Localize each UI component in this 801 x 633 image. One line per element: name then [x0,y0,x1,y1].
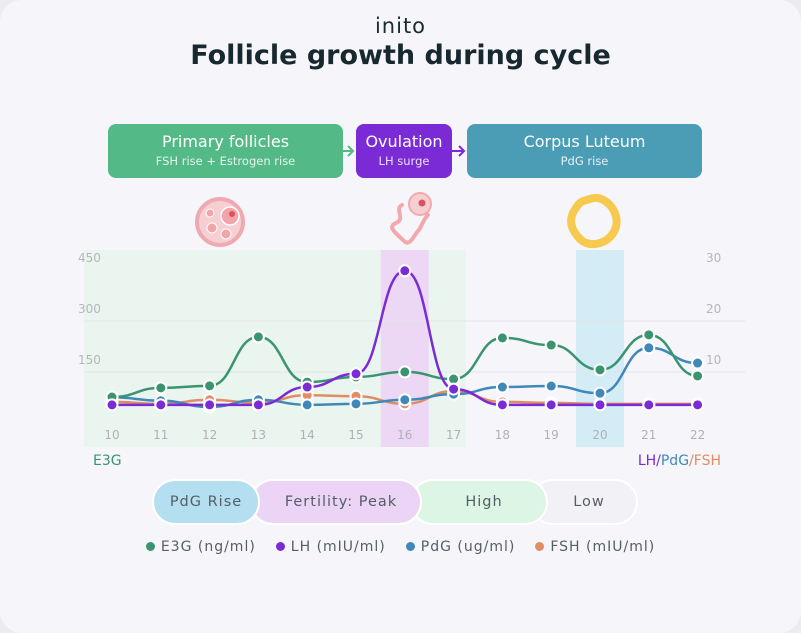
legend-label: E3G (ng/ml) [160,539,256,555]
phase-label: Corpus Luteum [523,132,646,151]
phase-label: Primary follicles [161,132,290,151]
data-point-lh [251,398,265,412]
x-tick-label: 17 [446,428,461,442]
pill-label: Low [573,494,605,510]
data-point-pdg [642,341,656,355]
data-point-e3g [203,379,217,393]
right-tick-label: 10 [706,353,721,367]
phase-primary-follicles: Primary follicles FSH rise + Estrogen ri… [108,124,343,178]
x-tick-label: 10 [104,428,119,442]
fertility-pill-peak: Fertility: Peak [250,479,422,525]
legend-item-lh: LH (mIU/ml) [275,539,386,555]
data-point-lh [105,398,119,412]
legend-item-e3g: E3G (ng/ml) [145,539,256,555]
legend-item-fsh: FSH (mIU/ml) [535,539,655,555]
page-title: Follicle growth during cycle [190,40,611,71]
x-tick-label: 22 [690,428,705,442]
legend-label: FSH (mIU/ml) [550,539,656,555]
data-point-pdg [544,379,558,393]
left-tick-label: 450 [78,251,101,265]
legend-item-pdg: PdG (ug/ml) [405,539,516,555]
right-axis-label: LH/PdG/FSH [638,453,721,469]
ovulation-band [380,250,429,447]
fertility-pill-low: Low [530,479,638,525]
arrow-icon [452,145,466,157]
data-point-e3g [593,363,607,377]
phase-sub: FSH rise + Estrogen rise [155,154,296,168]
x-tick-label: 16 [397,428,412,442]
ovulation-egg-icon [390,192,432,245]
data-point-lh [349,367,363,381]
x-tick-label: 21 [641,428,656,442]
phase-sub: PdG rise [560,154,609,168]
data-point-lh [544,398,558,412]
pill-label: High [465,494,503,510]
data-point-lh [154,398,168,412]
chart: 150 300 450 10 20 30 10 11 12 13 14 15 16 17 18 19 20 21 2… [78,145,745,469]
data-point-pdg [593,386,607,400]
data-point-e3g [398,365,412,379]
data-point-lh [495,398,509,412]
x-tick-label: 19 [544,428,559,442]
pill-label: PdG Rise [169,494,243,510]
right-tick-label: 20 [706,302,721,316]
data-point-lh [691,398,705,412]
follicle-icon [195,197,245,247]
phase-corpus-luteum: Corpus Luteum PdG rise [467,124,702,178]
data-point-lh [593,398,607,412]
data-point-pdg [398,393,412,407]
data-point-pdg [349,397,363,411]
data-point-e3g [154,381,168,395]
data-point-pdg [495,380,509,394]
data-point-lh [447,382,461,396]
data-point-e3g [642,328,656,342]
left-tick-label: 300 [78,302,101,316]
brand-logo: inito [374,14,427,38]
phase-ovulation: Ovulation LH surge [356,124,452,178]
data-point-e3g [495,331,509,345]
data-point-e3g [691,369,705,383]
arrow-icon [343,145,355,157]
x-tick-label: 20 [592,428,607,442]
data-point-lh [642,398,656,412]
pill-label: Fertility: Peak [284,494,398,510]
x-tick-label: 11 [153,428,168,442]
phase-label: Ovulation [365,132,443,151]
data-point-pdg [300,398,314,412]
data-point-e3g [251,330,265,344]
pdg-rise-band [576,250,624,447]
x-tick-label: 18 [495,428,510,442]
legend: E3G (ng/ml) LH (mIU/ml) PdG (ug/ml) FSH … [0,539,801,555]
x-tick-label: 15 [348,428,363,442]
legend-label: PdG (ug/ml) [420,539,516,555]
phase-sub: LH surge [378,154,430,168]
data-point-lh [300,380,314,394]
legend-label: LH (mIU/ml) [290,539,386,555]
fertility-pill-high: High [410,479,548,525]
left-axis-label: E3G [93,453,122,469]
fertility-pill-pdg-rise: PdG Rise [152,479,260,525]
x-tick-label: 14 [300,428,315,442]
left-tick-label: 150 [78,353,101,367]
x-tick-label: 12 [202,428,217,442]
data-point-pdg [691,356,705,370]
data-point-e3g [544,338,558,352]
data-point-lh [398,264,412,278]
corpus-luteum-icon [567,194,621,248]
x-tick-label: 13 [251,428,266,442]
right-tick-label: 30 [706,251,721,265]
data-point-lh [203,398,217,412]
